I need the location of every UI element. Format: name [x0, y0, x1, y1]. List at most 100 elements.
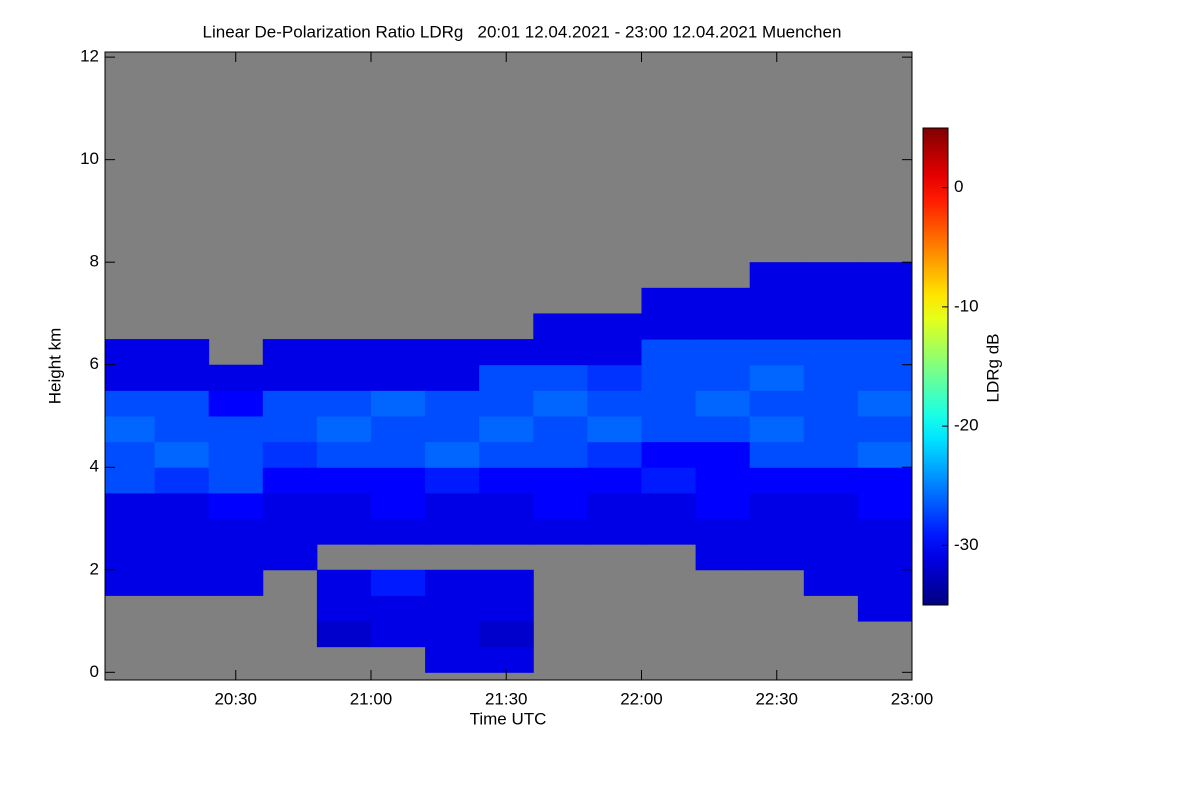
heatmap-cell	[857, 467, 912, 494]
heatmap-cell	[370, 492, 426, 520]
heatmap-cell	[154, 467, 210, 494]
y-tick-label: 8	[90, 252, 99, 271]
heatmap-cell	[425, 339, 480, 366]
heatmap-cell	[316, 492, 372, 520]
heatmap-cell	[105, 339, 156, 366]
y-tick-label: 0	[90, 662, 99, 681]
heatmap-cell	[857, 339, 912, 366]
colorbar	[922, 127, 949, 606]
heatmap-cell	[641, 467, 697, 494]
heatmap-cell	[154, 415, 210, 443]
heatmap-cell	[154, 569, 210, 596]
heatmap-cell	[641, 287, 697, 314]
heatmap-cell	[695, 467, 751, 494]
heatmap-cell	[154, 364, 210, 391]
heatmap-cell	[695, 518, 751, 545]
heatmap-cell	[154, 544, 210, 571]
heatmap-cell	[749, 544, 805, 571]
heatmap-cell	[641, 364, 697, 391]
heatmap-cell	[749, 492, 805, 520]
heatmap-cell	[154, 518, 210, 545]
heatmap-cell	[208, 415, 264, 443]
heatmap-cell	[479, 518, 534, 545]
heatmap-cell	[587, 364, 642, 391]
heatmap-cell	[479, 569, 534, 596]
heatmap-cell	[749, 364, 805, 391]
heatmap-cell	[857, 287, 912, 314]
chart-title: Linear De-Polarization Ratio LDRg 20:01 …	[203, 22, 842, 41]
heatmap-cell	[533, 313, 588, 340]
heatmap-cell	[695, 313, 751, 340]
heatmap-cell	[479, 339, 534, 366]
heatmap-cell	[803, 467, 859, 494]
heatmap-cell	[533, 467, 588, 494]
heatmap-cell	[316, 390, 372, 417]
heatmap-cell	[641, 492, 697, 520]
heatmap-cell	[316, 621, 372, 648]
heatmap-cell	[370, 467, 426, 494]
heatmap-cell	[208, 569, 264, 596]
heatmap-cell	[857, 415, 912, 443]
heatmap-cell	[105, 492, 156, 520]
heatmap-cell	[749, 313, 805, 340]
heatmap-cell	[370, 518, 426, 545]
heatmap-cell	[641, 415, 697, 443]
heatmap-cell	[479, 595, 534, 622]
x-tick-label: 22:00	[620, 689, 663, 708]
heatmap-cell	[316, 569, 372, 596]
heatmap-cell	[105, 467, 156, 494]
heatmap-cell	[587, 390, 642, 417]
heatmap-cell	[857, 441, 912, 468]
x-tick-label: 22:30	[755, 689, 798, 708]
heatmap-cell	[587, 518, 642, 545]
heatmap-cell	[370, 364, 426, 391]
heatmap-cell	[105, 415, 156, 443]
heatmap-cell	[105, 441, 156, 468]
heatmap-cell	[316, 595, 372, 622]
heatmap-cell	[370, 339, 426, 366]
heatmap-cell	[425, 569, 480, 596]
heatmap-cell	[262, 544, 318, 571]
heatmap-cell	[208, 544, 264, 571]
colorbar-tick-label: -20	[954, 416, 979, 435]
heatmap-cell	[749, 518, 805, 545]
heatmap-cell	[803, 287, 859, 314]
x-axis-label: Time UTC	[470, 709, 547, 728]
heatmap-cell	[803, 441, 859, 468]
heatmap-cell	[857, 518, 912, 545]
heatmap-cell	[370, 621, 426, 648]
heatmap-cell	[749, 262, 805, 289]
heatmap-cell	[857, 595, 912, 622]
colorbar-label: LDRg dB	[983, 334, 1002, 403]
heatmap-cell	[370, 595, 426, 622]
heatmap-cell	[587, 339, 642, 366]
heatmap-cell	[425, 364, 480, 391]
heatmap-cell	[105, 390, 156, 417]
heatmap-cell	[857, 262, 912, 289]
colorbar-tick-label: 0	[954, 177, 963, 196]
heatmap-cell	[479, 646, 534, 673]
heatmap-cell	[425, 390, 480, 417]
heatmap-cell	[695, 287, 751, 314]
heatmap-cell	[749, 415, 805, 443]
heatmap-cell	[587, 415, 642, 443]
heatmap-cell	[425, 646, 480, 673]
heatmap-cell	[208, 390, 264, 417]
heatmap-cell	[803, 313, 859, 340]
heatmap-cell	[262, 415, 318, 443]
heatmap-cell	[803, 390, 859, 417]
y-axis-label: Height km	[45, 328, 64, 405]
heatmap-cell	[533, 339, 588, 366]
y-tick-label: 4	[90, 457, 99, 476]
heatmap-cell	[154, 492, 210, 520]
heatmap-cell	[479, 621, 534, 648]
heatmap-cell	[262, 467, 318, 494]
heatmap-cell	[316, 441, 372, 468]
heatmap-cell	[105, 364, 156, 391]
heatmap-cell	[857, 313, 912, 340]
heatmap-cell	[425, 441, 480, 468]
heatmap-cell	[803, 415, 859, 443]
heatmap-cell	[479, 390, 534, 417]
colorbar-tick-label: -10	[954, 296, 979, 315]
